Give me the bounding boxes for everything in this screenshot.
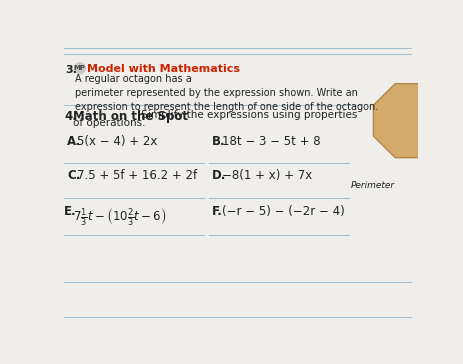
Text: D.: D. [211,169,225,182]
Text: 7.5 + 5f + 16.2 + 2f: 7.5 + 5f + 16.2 + 2f [76,169,196,182]
Text: (−r − 5) − (−2r − 4): (−r − 5) − (−2r − 4) [221,205,344,218]
Text: MP: MP [74,65,86,71]
Text: Model with Mathematics: Model with Mathematics [87,64,240,75]
Text: 3.: 3. [66,65,77,75]
Text: A.: A. [67,135,81,147]
Text: of operations.: of operations. [73,118,146,128]
Text: Simplify the expressions using properties: Simplify the expressions using propertie… [138,110,357,120]
Text: C.: C. [67,169,81,182]
Text: A regular octagon has a
perimeter represented by the expression shown. Write an
: A regular octagon has a perimeter repres… [75,74,377,112]
Text: F.: F. [211,205,222,218]
Text: 4.: 4. [64,110,77,123]
Text: $7\frac{1}{3}t - \left(10\frac{2}{3}t - 6\right)$: $7\frac{1}{3}t - \left(10\frac{2}{3}t - … [73,206,167,227]
Text: 5(x − 4) + 2x: 5(x − 4) + 2x [76,135,156,147]
Text: E.: E. [64,205,77,218]
Text: −8(1 + x) + 7x: −8(1 + x) + 7x [221,169,311,182]
Circle shape [74,63,85,74]
Text: Math on the Spot: Math on the Spot [73,110,188,123]
Text: Perimeter: Perimeter [350,181,394,190]
Text: 18t − 3 − 5t + 8: 18t − 3 − 5t + 8 [221,135,319,147]
Polygon shape [373,84,447,158]
Text: B.: B. [211,135,225,147]
